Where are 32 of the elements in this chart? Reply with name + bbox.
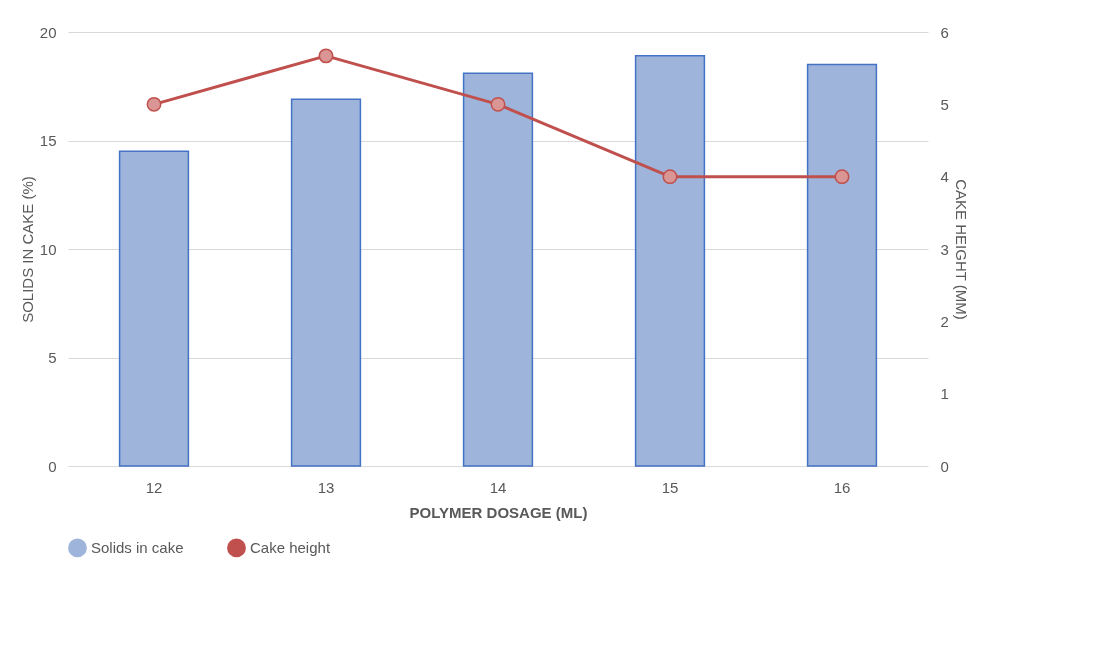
legend-label: Cake height xyxy=(250,538,331,556)
y2-tick-label: 1 xyxy=(940,385,949,403)
x-tick-label: 14 xyxy=(489,478,507,496)
legend-label: Solids in cake xyxy=(91,538,184,556)
y2-tick-label: 0 xyxy=(940,457,949,475)
bar xyxy=(118,150,190,467)
y2-tick-label: 4 xyxy=(940,168,949,186)
point xyxy=(662,169,678,185)
bar xyxy=(290,98,362,467)
y-tick-label: 15 xyxy=(39,132,57,149)
y-axis-title: SOLIDS IN CAKE (%) xyxy=(18,176,36,323)
point xyxy=(146,96,162,112)
x-axis-title: POLYMER DOSAGE (ML) xyxy=(409,503,588,521)
bar xyxy=(462,72,534,467)
y2-tick-label: 6 xyxy=(940,23,949,41)
y2-axis-title: CAKE HEIGHT (MM) xyxy=(952,179,970,320)
y-tick-label: 20 xyxy=(39,23,57,41)
point xyxy=(834,169,850,185)
y2-tick-label: 5 xyxy=(940,95,949,113)
bar xyxy=(806,63,878,467)
x-tick-label: 16 xyxy=(833,478,851,496)
x-tick-label: 13 xyxy=(317,478,335,496)
bar xyxy=(634,55,706,467)
point xyxy=(318,48,334,64)
x-tick-label: 12 xyxy=(145,478,163,496)
point xyxy=(490,96,506,112)
y2-tick-label: 2 xyxy=(940,312,949,330)
y2-tick-label: 3 xyxy=(940,240,949,258)
y-tick-label: 10 xyxy=(39,240,57,258)
y-tick-label: 0 xyxy=(48,457,57,475)
y-tick-label: 5 xyxy=(48,349,57,366)
x-tick-label: 15 xyxy=(661,478,679,496)
